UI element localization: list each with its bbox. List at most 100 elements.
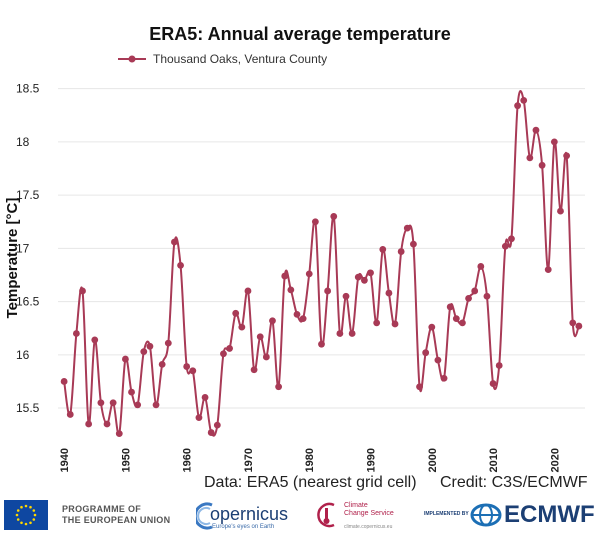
- x-tick-label-8: 2020: [549, 448, 561, 472]
- data-point-1968: [232, 309, 240, 317]
- legend-marker-swatch: [128, 55, 136, 63]
- eu-text-line1: PROGRAMME OF: [62, 504, 142, 514]
- data-point-1985: [336, 330, 344, 337]
- data-point-2002: [440, 374, 448, 382]
- x-tick-label-6: 2000: [427, 448, 439, 472]
- data-points: [60, 96, 583, 438]
- x-tick-labels: 1940 1950 1960 1970 1980 1990 2000 2010 2020: [59, 448, 561, 472]
- y-axis-label: Temperature [°C]: [4, 198, 21, 319]
- data-point-1998: [416, 383, 423, 391]
- y-tick-label-5: 18: [16, 135, 30, 149]
- data-point-2013: [508, 235, 515, 243]
- data-point-2000: [428, 323, 436, 331]
- data-point-1986: [342, 292, 350, 300]
- data-point-1962: [195, 414, 203, 422]
- data-point-1941: [66, 411, 74, 418]
- data-point-1961: [189, 367, 197, 375]
- c3s-logo: Climate Change Service climate.copernicu…: [314, 498, 404, 532]
- data-point-1943: [79, 287, 86, 295]
- implemented-by-label: IMPLEMENTED BY: [424, 511, 469, 517]
- x-tick-label-2: 1960: [182, 448, 194, 472]
- data-point-2016: [526, 154, 534, 162]
- data-point-1989: [360, 276, 368, 284]
- x-tick-label-7: 2010: [488, 448, 500, 472]
- y-tick-labels: 15.5 16 16.5 17 17.5 18 18.5: [16, 82, 40, 415]
- y-tick-label-3: 17: [16, 241, 30, 255]
- y-tick-label-1: 16: [16, 348, 30, 362]
- y-tick-label-2: 16.5: [16, 295, 40, 309]
- data-point-1970: [244, 287, 252, 295]
- c3s-url: climate.copernicus.eu: [344, 524, 393, 530]
- chart-title: ERA5: Annual average temperature: [149, 24, 450, 44]
- data-point-1973: [262, 353, 270, 361]
- data-point-2022: [563, 152, 571, 160]
- data-point-1957: [164, 339, 172, 347]
- series-line: [63, 90, 580, 437]
- eu-programme-text: PROGRAMME OF THE EUROPEAN UNION: [62, 504, 170, 526]
- data-point-1956: [158, 361, 166, 368]
- ecmwf-logo: ECMWF: [470, 500, 598, 530]
- data-point-1982: [318, 340, 325, 348]
- y-tick-label-0: 15.5: [16, 401, 40, 415]
- data-point-1948: [109, 399, 117, 407]
- c3s-thermometer-icon: [317, 502, 335, 528]
- c3s-line2: Change Service: [344, 510, 394, 517]
- data-point-1951: [128, 388, 135, 396]
- data-point-1946: [97, 399, 105, 407]
- data-point-1988: [354, 273, 362, 281]
- data-point-1944: [85, 420, 93, 428]
- data-point-2018: [538, 161, 546, 169]
- data-point-1945: [91, 336, 99, 344]
- data-point-1981: [311, 218, 319, 226]
- data-source-note: Data: ERA5 (nearest grid cell): [204, 474, 417, 491]
- legend-label: Thousand Oaks, Ventura County: [153, 52, 327, 66]
- data-point-1980: [305, 270, 313, 278]
- data-point-1950: [122, 355, 129, 363]
- data-point-2006: [465, 294, 472, 302]
- data-point-2011: [495, 362, 503, 369]
- data-point-1976: [281, 272, 289, 280]
- data-point-1987: [348, 330, 356, 337]
- data-point-1967: [226, 345, 233, 352]
- data-point-2009: [483, 292, 491, 300]
- data-point-1997: [410, 240, 417, 248]
- data-point-1977: [287, 286, 295, 294]
- data-point-1991: [373, 319, 381, 327]
- data-point-2024: [575, 322, 583, 330]
- data-point-2021: [557, 207, 564, 215]
- temperature-chart: ERA5: Annual average temperature Thousan…: [4, 24, 585, 472]
- data-point-1983: [324, 287, 332, 295]
- data-point-1953: [140, 348, 148, 356]
- data-point-1954: [146, 342, 154, 350]
- data-point-1979: [299, 315, 307, 323]
- data-point-2012: [501, 242, 509, 250]
- data-point-2019: [544, 266, 552, 274]
- data-point-1952: [134, 401, 142, 409]
- credit-note: Credit: C3S/ECMWF: [440, 474, 588, 491]
- data-point-1969: [238, 323, 246, 331]
- y-tick-label-6: 18.5: [16, 82, 40, 96]
- data-point-1947: [103, 420, 111, 428]
- data-point-2020: [550, 138, 558, 146]
- data-point-1960: [183, 363, 191, 370]
- data-point-1955: [152, 401, 160, 409]
- data-point-1990: [367, 269, 374, 277]
- data-point-1959: [177, 261, 184, 269]
- data-point-2010: [489, 380, 497, 387]
- data-point-1992: [379, 246, 387, 253]
- data-point-1965: [213, 421, 221, 429]
- copernicus-tagline: Europe's eyes on Earth: [212, 524, 275, 530]
- ecmwf-wordmark: ECMWF: [504, 501, 595, 528]
- data-point-2007: [471, 287, 479, 295]
- eu-flag-icon: [4, 500, 48, 530]
- c3s-text: Climate Change Service: [344, 502, 394, 518]
- data-point-1996: [403, 224, 411, 232]
- data-point-1994: [391, 320, 399, 328]
- data-point-2004: [452, 315, 460, 323]
- copernicus-wordmark: opernicus: [210, 504, 289, 524]
- x-tick-label-0: 1940: [59, 448, 71, 472]
- copernicus-logo: opernicus Europe's eyes on Earth: [196, 498, 296, 532]
- data-point-2015: [520, 96, 528, 104]
- data-point-1993: [385, 289, 393, 297]
- x-tick-label-4: 1980: [304, 448, 316, 472]
